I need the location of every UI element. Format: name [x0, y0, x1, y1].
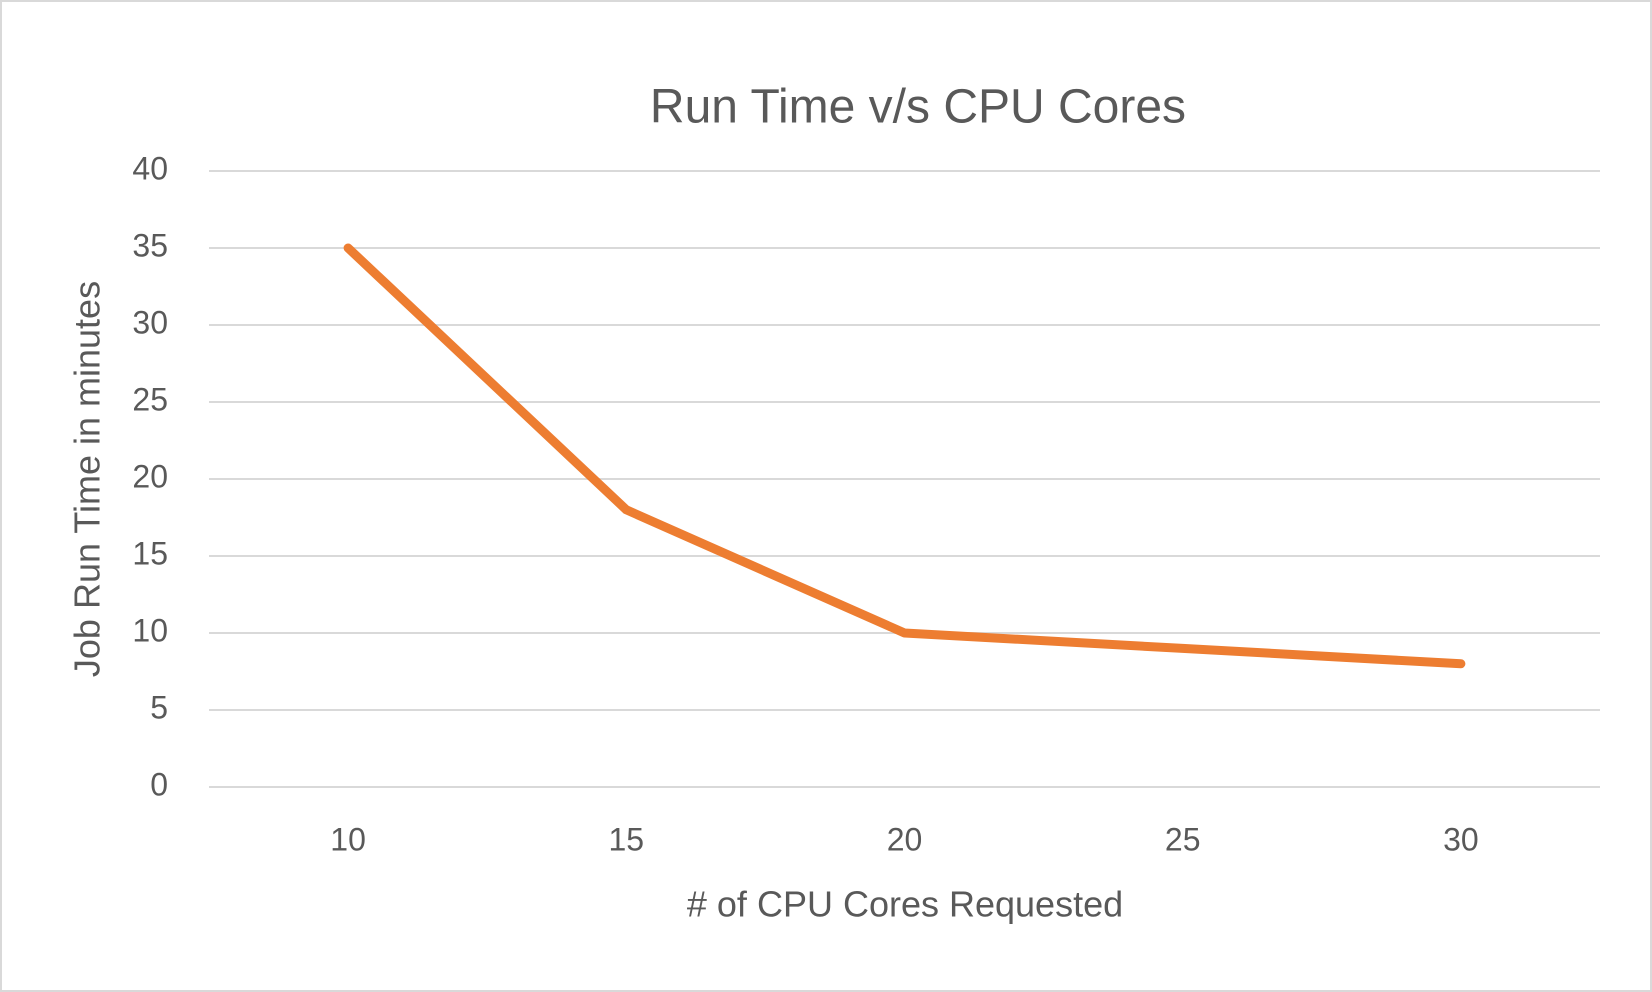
x-tick-label: 25 — [1165, 821, 1201, 857]
data-line — [343, 243, 1466, 669]
y-tick-label: 5 — [150, 689, 168, 725]
y-tick-label: 25 — [132, 381, 168, 417]
y-tick-label: 30 — [132, 304, 168, 340]
x-axis-title: # of CPU Cores Requested — [687, 884, 1123, 925]
y-tick-label: 10 — [132, 612, 168, 648]
x-tick-label: 20 — [887, 821, 923, 857]
chart-title: Run Time v/s CPU Cores — [650, 81, 1186, 134]
x-tick-label: 15 — [609, 821, 645, 857]
y-tick-label: 35 — [132, 227, 168, 263]
x-tick-label: 30 — [1443, 821, 1479, 857]
y-tick-label: 20 — [132, 458, 168, 494]
y-tick-label: 40 — [132, 150, 168, 186]
x-tick-label: 10 — [330, 821, 366, 857]
y-axis-title: Job Run Time in minutes — [67, 281, 108, 677]
y-tick-label: 0 — [150, 766, 168, 802]
y-tick-label: 15 — [132, 535, 168, 571]
